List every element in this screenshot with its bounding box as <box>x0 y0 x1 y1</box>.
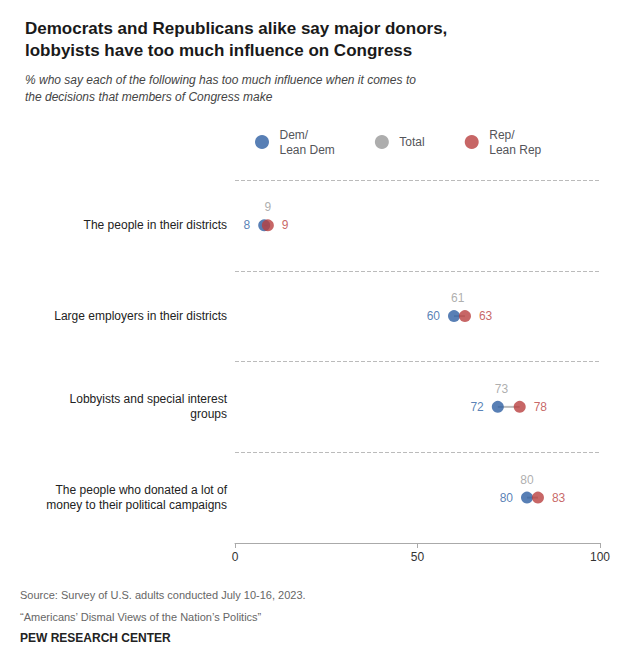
svg-text:Lean Rep: Lean Rep <box>489 143 541 157</box>
svg-text:80: 80 <box>520 473 534 487</box>
svg-text:PEW RESEARCH CENTER: PEW RESEARCH CENTER <box>20 631 171 645</box>
svg-text:% who say each of the followin: % who say each of the following has too … <box>25 73 416 87</box>
svg-text:the decisions that members of: the decisions that members of Congress m… <box>25 90 273 104</box>
svg-text:60: 60 <box>427 309 441 323</box>
svg-text:8: 8 <box>244 218 251 232</box>
svg-text:groups: groups <box>190 407 227 421</box>
svg-text:Lobbyists and special interest: Lobbyists and special interest <box>70 392 228 406</box>
svg-text:100: 100 <box>590 550 610 564</box>
svg-text:73: 73 <box>495 382 509 396</box>
svg-text:Source: Survey of U.S. adults: Source: Survey of U.S. adults conducted … <box>20 589 306 601</box>
svg-text:63: 63 <box>479 309 493 323</box>
svg-text:“Americans’ Dismal Views of th: “Americans’ Dismal Views of the Nation’s… <box>20 611 262 623</box>
svg-text:Dem/: Dem/ <box>280 128 309 142</box>
svg-text:72: 72 <box>470 400 484 414</box>
svg-text:Democrats and Republicans alik: Democrats and Republicans alike say majo… <box>25 19 447 38</box>
svg-text:61: 61 <box>451 291 465 305</box>
svg-text:Total: Total <box>399 135 424 149</box>
svg-text:Large employers in their distr: Large employers in their districts <box>54 309 227 323</box>
svg-text:9: 9 <box>282 218 289 232</box>
svg-text:78: 78 <box>534 400 548 414</box>
svg-text:Lean Dem: Lean Dem <box>280 143 335 157</box>
svg-text:lobbyists have too much influe: lobbyists have too much influence on Con… <box>25 41 412 60</box>
svg-text:money to their political campa: money to their political campaigns <box>46 498 227 512</box>
svg-text:The people who donated a lot o: The people who donated a lot of <box>56 483 228 497</box>
svg-text:Rep/: Rep/ <box>489 128 515 142</box>
svg-text:0: 0 <box>232 550 239 564</box>
svg-text:The people in their districts: The people in their districts <box>84 218 227 232</box>
svg-text:83: 83 <box>552 491 566 505</box>
svg-text:9: 9 <box>265 200 272 214</box>
svg-text:50: 50 <box>411 550 425 564</box>
svg-text:80: 80 <box>500 491 514 505</box>
